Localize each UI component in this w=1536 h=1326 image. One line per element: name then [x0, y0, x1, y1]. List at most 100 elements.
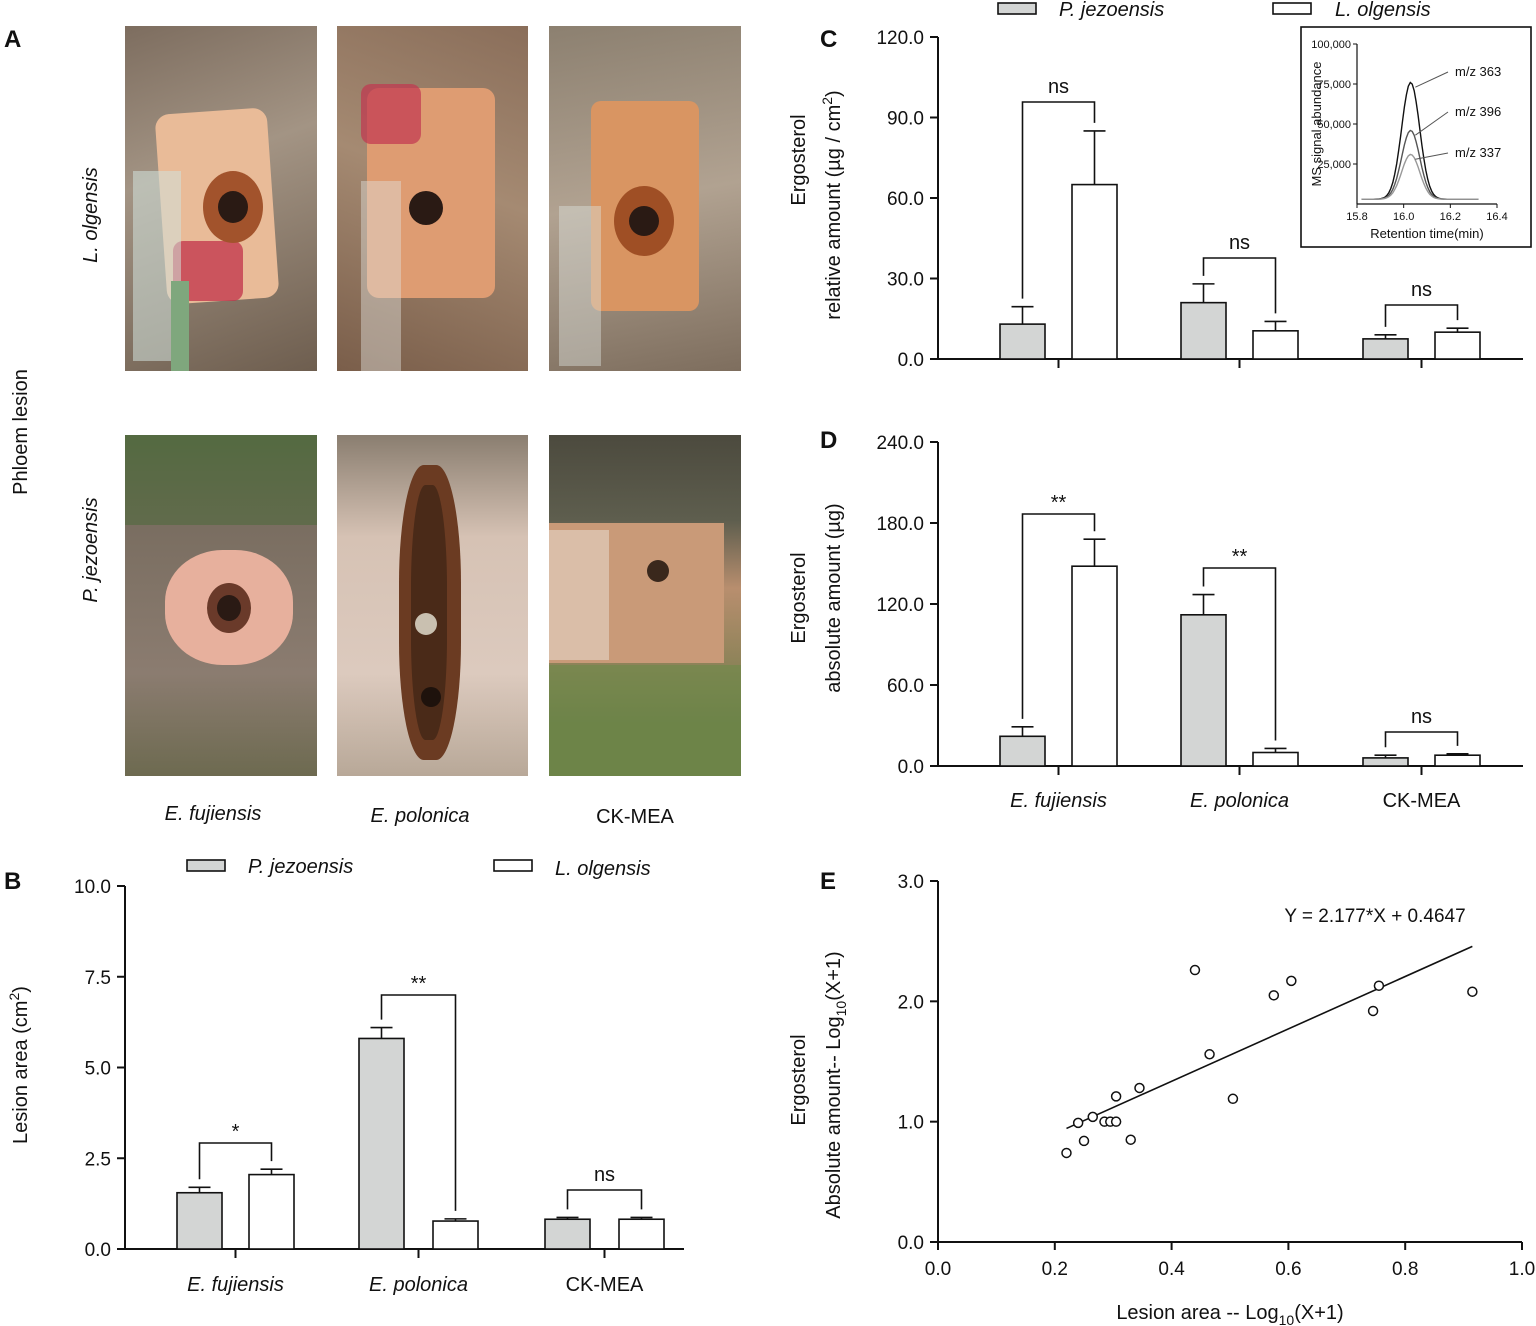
b-ytick-label: 5.0 — [85, 1059, 111, 1080]
c-bar-lolgensis — [1434, 331, 1481, 360]
c-error-bar — [1083, 130, 1106, 185]
c-error-bar — [1446, 327, 1469, 333]
panel-label-d: D — [820, 427, 837, 454]
legend-b-gray-swatch — [186, 859, 226, 872]
e-scatter-point — [1204, 1049, 1215, 1060]
row-label-pjezoensis: P. jezoensis — [80, 497, 102, 602]
b-significance-bracket — [198, 1142, 273, 1180]
d-ylabel-line1: Ergosterol — [788, 552, 810, 643]
c-bar-lolgensis — [1071, 183, 1118, 360]
b-category-label: CK-MEA — [566, 1274, 644, 1296]
inset-label-leader — [1415, 111, 1449, 136]
e-ytick-label: 3.0 — [898, 872, 924, 893]
inset-series-label: m/z 363 — [1455, 64, 1501, 79]
d-significance-bracket — [1021, 513, 1096, 719]
b-bar-pjezoensis — [544, 1218, 591, 1250]
e-scatter-point — [1367, 1005, 1379, 1017]
legend-c-gray-swatch — [997, 2, 1037, 15]
legend-c-white-swatch — [1272, 2, 1312, 15]
e-ylabel-line2: Absolute amount-- Log10(X+1) — [823, 951, 849, 1218]
inset-series-line — [1361, 153, 1479, 200]
photo-pjezoensis-epolonica — [337, 435, 528, 776]
b-ytick-label: 2.5 — [85, 1149, 111, 1170]
panel-label-b: B — [4, 868, 21, 895]
c-ytick-label: 0.0 — [898, 350, 924, 371]
photo-lolgensis-efujiensis — [125, 26, 317, 371]
d-error-bar — [1192, 593, 1215, 615]
inset-label-leader — [1415, 152, 1449, 160]
col-label-epolonica: E. polonica — [371, 805, 470, 827]
b-error-bar — [260, 1168, 283, 1175]
e-xtick-label: 0.0 — [925, 1259, 951, 1280]
inset-label-leader — [1415, 71, 1449, 88]
panel-label-c: C — [820, 26, 837, 53]
d-category-label: CK-MEA — [1383, 790, 1461, 812]
c-ylabel-line1: Ergosterol — [788, 114, 810, 205]
chart-c-relative-ergosterol: 0.0 30.0 60.0 90.0 120.0 ns ns ns — [876, 28, 1523, 371]
d-error-bar — [1374, 754, 1397, 758]
c-ytick-label: 30.0 — [887, 270, 924, 291]
e-scatter-point — [1134, 1082, 1145, 1094]
b-significance-label: ** — [411, 973, 427, 995]
inset-xtick-label: 16.4 — [1486, 211, 1507, 223]
inset-ylabel: MS signal abundance — [1309, 61, 1324, 186]
inset-xlabel: Retention time(min) — [1370, 226, 1483, 241]
e-ytick-label: 2.0 — [898, 992, 924, 1013]
d-error-bar — [1264, 747, 1287, 753]
d-significance-label: ns — [1411, 706, 1432, 728]
c-ytick-label: 120.0 — [876, 28, 924, 49]
c-significance-label: ns — [1229, 232, 1250, 254]
e-scatter-point — [1227, 1093, 1239, 1105]
panel-label-a: A — [4, 26, 21, 53]
photo-lolgensis-epolonica — [337, 26, 528, 371]
e-ytick-label: 0.0 — [898, 1233, 924, 1254]
inset-series-label: m/z 337 — [1455, 145, 1501, 160]
c-bar-lolgensis — [1252, 330, 1299, 360]
legend-b-gray-label: P. jezoensis — [248, 856, 353, 878]
col-label-ckmea: CK-MEA — [596, 806, 674, 828]
photo-lolgensis-ckmea — [549, 26, 741, 371]
d-bar-pjezoensis — [1180, 613, 1227, 767]
b-bar-lolgensis — [248, 1173, 295, 1250]
e-xtick-label: 0.2 — [1042, 1259, 1068, 1280]
b-error-bar — [188, 1186, 211, 1193]
inset-xtick-label: 16.2 — [1440, 211, 1461, 223]
d-error-bar — [1446, 753, 1469, 756]
c-significance-bracket — [1202, 257, 1277, 314]
b-category-label: E. fujiensis — [187, 1274, 284, 1296]
d-significance-bracket — [1384, 731, 1459, 748]
photo-pjezoensis-ckmea — [549, 435, 741, 776]
b-significance-bracket — [380, 994, 457, 1211]
e-fit-equation: Y = 2.177*X + 0.4647 — [1284, 906, 1465, 927]
d-category-label: E. polonica — [1190, 790, 1289, 812]
c-ytick-label: 90.0 — [887, 109, 924, 130]
b-bar-lolgensis — [618, 1218, 665, 1250]
c-error-bar — [1374, 334, 1397, 339]
d-bar-pjezoensis — [1362, 757, 1409, 767]
c-significance-label: ns — [1411, 279, 1432, 301]
inset-xtick-label: 16.0 — [1393, 211, 1414, 223]
c-error-bar — [1264, 320, 1287, 331]
chart-c-inset-ms-signal: 25,000 50,000 75,000 100,000 15.8 16.0 16.2 16.… — [1300, 26, 1532, 248]
d-bar-lolgensis — [1252, 751, 1299, 767]
chart-b-lesion-area: 0.0 2.5 5.0 7.5 10.0 E. fujiensis * E. polonica… — [74, 877, 684, 1296]
b-error-bar — [444, 1218, 467, 1222]
d-ytick-label: 60.0 — [887, 676, 924, 697]
b-ytick-label: 7.5 — [85, 968, 111, 989]
d-ylabel-line2: absolute amount (µg) — [823, 503, 845, 692]
d-error-bar — [1011, 726, 1034, 737]
e-scatter-point — [1061, 1147, 1072, 1159]
e-scatter-point — [1286, 975, 1297, 987]
e-xtick-label: 0.8 — [1392, 1259, 1418, 1280]
d-significance-label: ** — [1232, 546, 1248, 568]
d-significance-label: ** — [1051, 492, 1067, 514]
panel-label-e: E — [820, 868, 836, 895]
b-bar-pjezoensis — [176, 1191, 223, 1250]
c-error-bar — [1192, 283, 1215, 303]
c-ytick-label: 60.0 — [887, 189, 924, 210]
inset-ytick-label: 75,000 — [1317, 79, 1351, 91]
c-bar-pjezoensis — [999, 323, 1046, 360]
chart-e-correlation: 0.0 1.0 2.0 3.0 0.0 0.2 0.4 0.6 0.8 1.0 Y = 2.177*… — [898, 872, 1536, 1280]
inset-frame — [1300, 26, 1532, 248]
